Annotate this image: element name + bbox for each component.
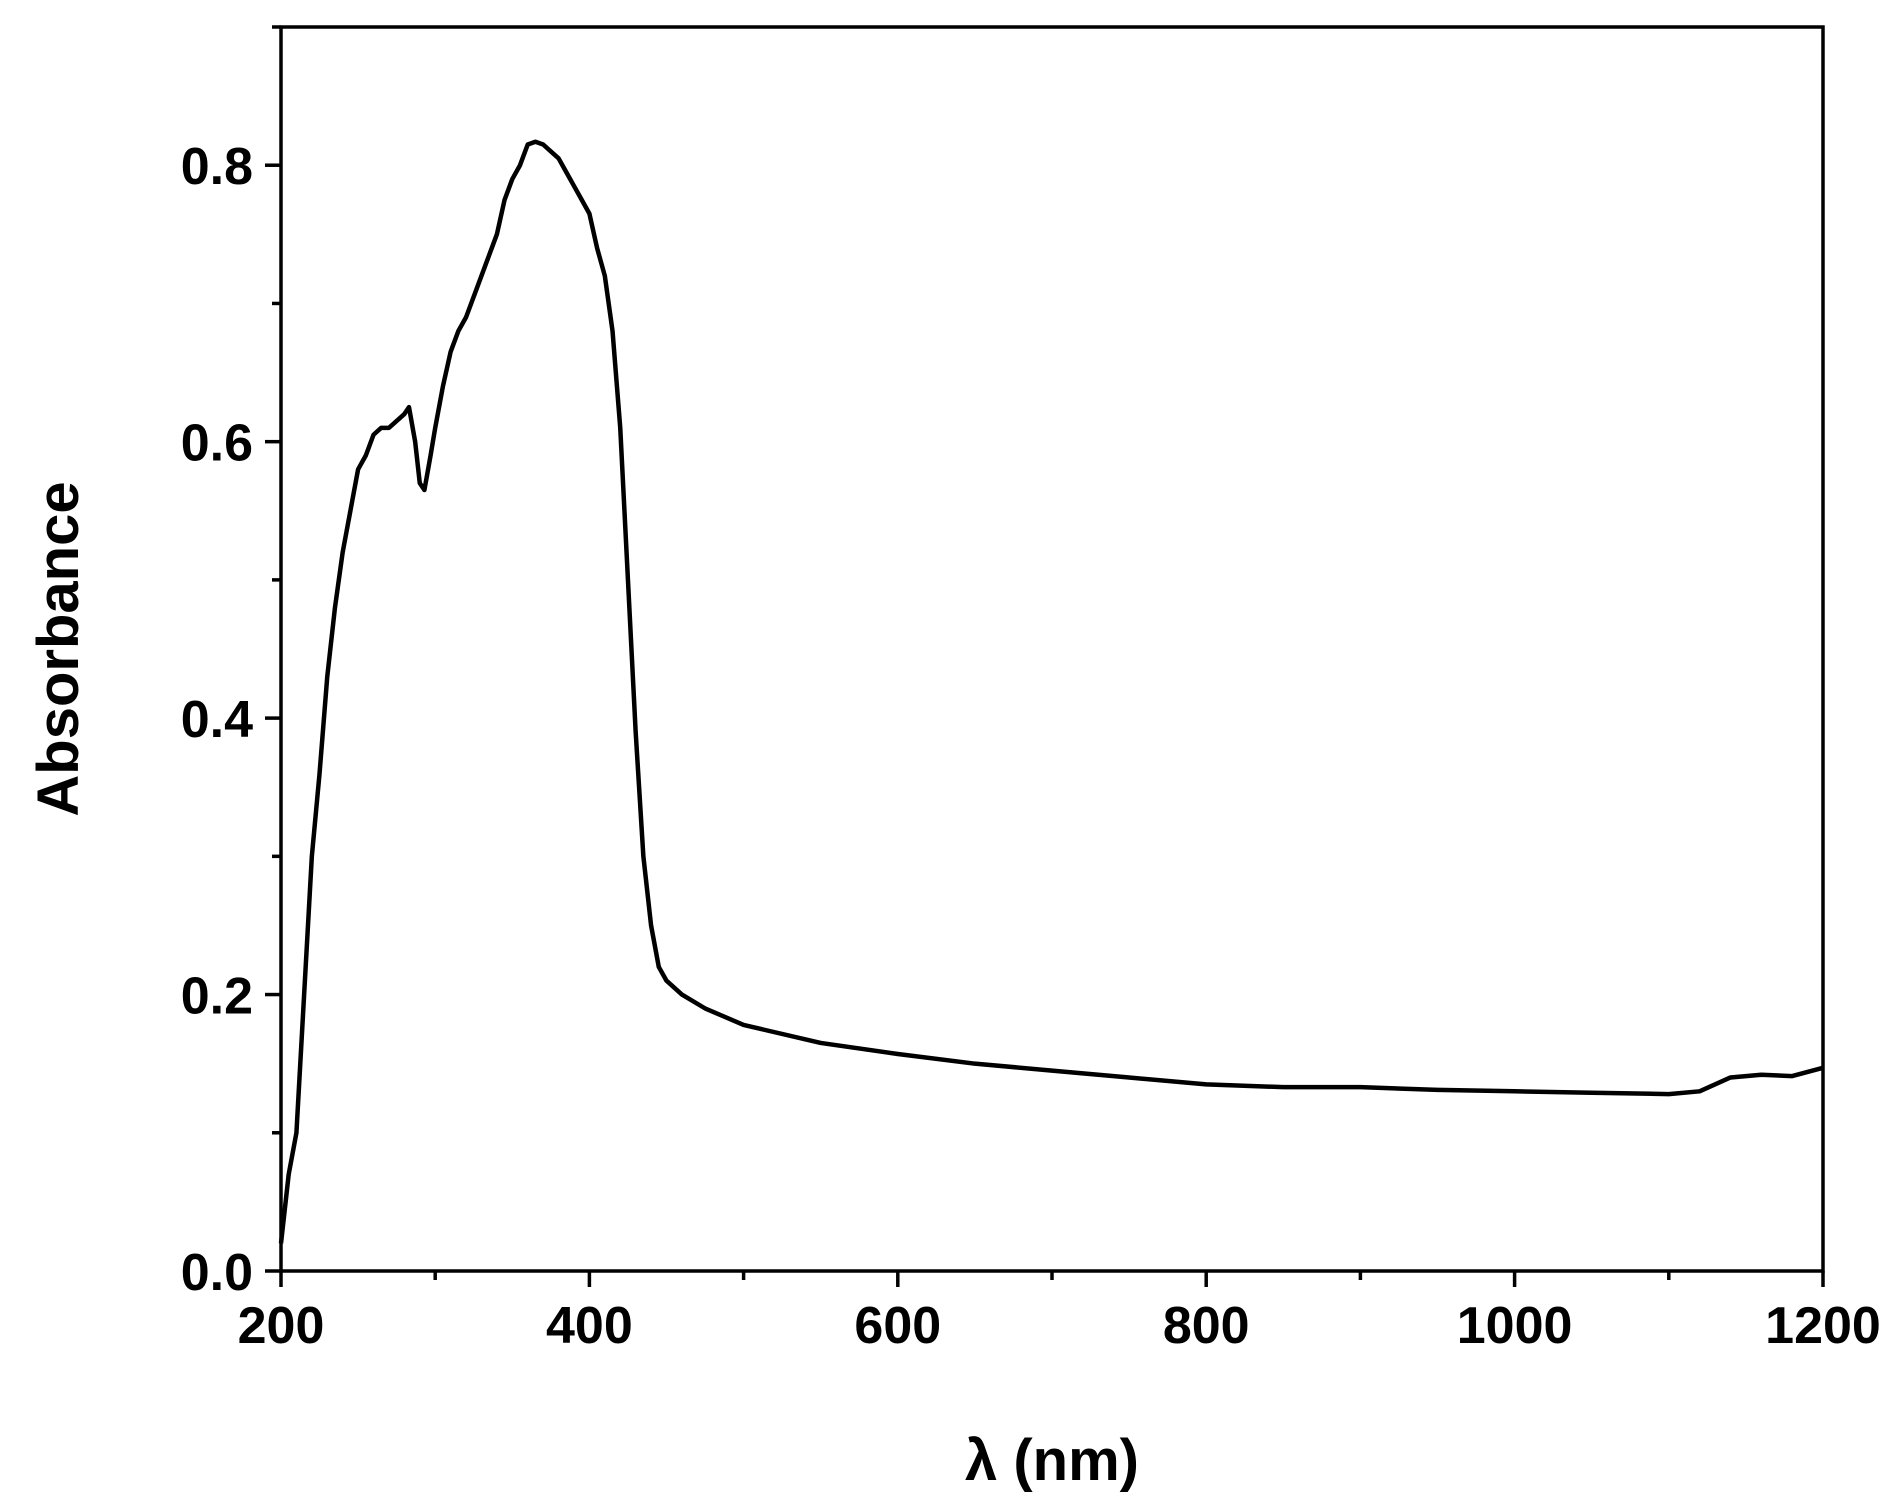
x-tick-label: 400 [546, 1297, 633, 1355]
y-tick-label: 0.6 [181, 415, 253, 473]
y-tick-label: 0.4 [181, 691, 253, 749]
x-axis-label: λ (nm) [965, 1428, 1139, 1493]
x-tick-label: 800 [1163, 1297, 1250, 1355]
spectrum-line [278, 139, 1824, 1244]
x-tick-label: 600 [854, 1297, 941, 1355]
y-axis-label: Absorbance [26, 481, 91, 816]
x-tick-label: 1000 [1457, 1297, 1573, 1355]
y-tick-label: 0.2 [181, 968, 253, 1026]
x-tick-label: 1200 [1765, 1297, 1881, 1355]
plot-frame [279, 25, 1825, 1273]
y-tick-label: 0.8 [181, 138, 253, 196]
x-tick-label: 200 [238, 1297, 325, 1355]
y-tick-label: 0.0 [181, 1244, 253, 1302]
